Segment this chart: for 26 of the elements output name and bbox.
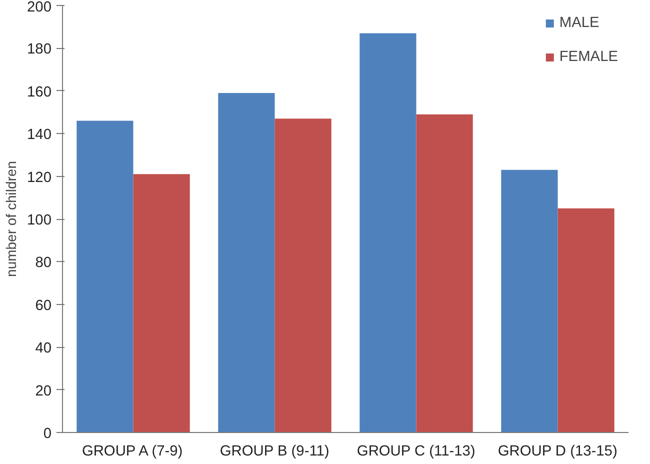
y-tick-label: 200 — [27, 0, 52, 16]
x-tick-label: GROUP B (9-11) — [220, 444, 330, 460]
y-tick-label: 120 — [27, 170, 52, 186]
y-tick-label: 140 — [27, 127, 52, 144]
y-tick-label: 20 — [35, 383, 52, 400]
legend-label: MALE — [559, 15, 600, 31]
bar — [416, 114, 473, 432]
y-tick-label: 0 — [43, 426, 52, 442]
y-tick-label: 60 — [35, 298, 52, 314]
y-tick-label: 160 — [27, 84, 52, 100]
x-tick-label: GROUP D (13-15) — [498, 444, 618, 460]
x-tick-label: GROUP A (7-9) — [82, 444, 183, 460]
legend-label: FEMALE — [559, 49, 618, 65]
bar — [133, 174, 190, 432]
bar — [218, 93, 275, 432]
bar — [558, 208, 614, 432]
y-tick-label: 100 — [27, 212, 52, 228]
y-tick-label: 180 — [27, 42, 52, 58]
bar — [76, 120, 134, 432]
y-tick-label: 80 — [35, 255, 52, 272]
bar — [501, 170, 558, 432]
y-tick-label: 40 — [35, 340, 52, 357]
x-tick-label: GROUP C (11-13) — [356, 444, 476, 460]
bar — [360, 33, 416, 432]
bar — [274, 118, 332, 432]
y-axis-title: number of children — [3, 161, 20, 277]
